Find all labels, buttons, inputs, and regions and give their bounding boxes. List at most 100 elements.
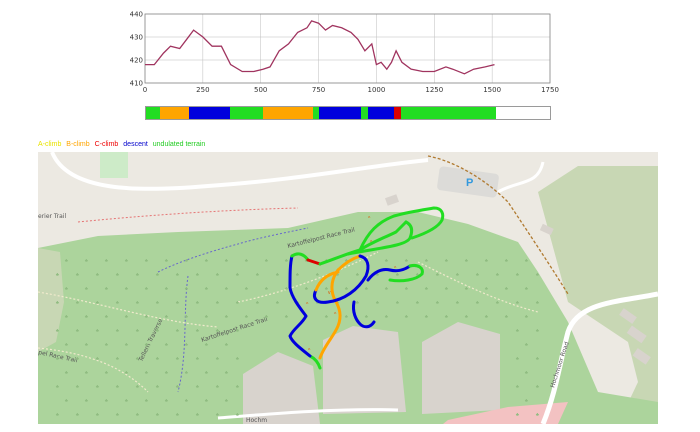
tree-symbol-53: ♣ [145,286,149,292]
tree-symbol-55: ♣ [185,286,189,292]
segment-8 [367,107,395,119]
tree-symbol-123: ♣ [76,328,80,334]
tree-symbol-93: ♣ [456,300,460,306]
tree-symbol-29: ♣ [156,272,160,278]
tree-symbol-182: ♣ [145,398,149,404]
tree-symbol-56: ♣ [205,286,209,292]
tree-symbol-92: ♣ [436,300,440,306]
route-blue-2 [313,254,370,304]
parking-label: P [466,177,473,189]
tree-symbol-104: ♣ [185,314,189,320]
tree-symbol-71: ♣ [505,286,509,292]
legend-descent: descent [123,141,148,148]
tree-symbol-129: ♣ [196,328,200,334]
tree-symbol-183: ♣ [165,398,169,404]
tree-symbol-106: ♣ [225,314,229,320]
tree-symbol-181: ♣ [125,398,129,404]
tree-symbol-66: ♣ [405,286,409,292]
tree-symbol-3: ♣ [125,258,129,264]
tree-symbol-91: ♣ [416,300,420,306]
tree-symbol-70: ♣ [485,286,489,292]
route-green-top [358,206,445,252]
tree-symbol-47: ♣ [516,272,520,278]
tree-symbol-45: ♣ [476,272,480,278]
tree-symbol-199: ♣ [536,412,540,418]
tree-symbol-33: ♣ [236,272,240,278]
tree-symbol-194: ♣ [176,412,180,418]
tree-symbol-163: ♣ [205,370,209,376]
tree-symbol-76: ♣ [116,300,120,306]
tree-symbol-132: ♣ [516,328,520,334]
tree-symbol-112: ♣ [345,314,349,320]
tree-symbol-39: ♣ [356,272,360,278]
tree-symbol-151: ♣ [196,356,200,362]
tree-symbol-131: ♣ [236,328,240,334]
chart-grid [144,13,551,84]
tree-symbol-142: ♣ [225,342,229,348]
tree-symbol-191: ♣ [116,412,120,418]
legend: A-climb B-climb C-climb descent undulate… [38,141,208,148]
building-block-2 [323,326,406,414]
route-green-1 [290,252,310,262]
tree-symbol-67: ♣ [425,286,429,292]
tree-symbol-95: ♣ [496,300,500,306]
building-right-1 [619,308,637,324]
tree-symbol-119: ♣ [485,314,489,320]
track-brown-dashed [427,155,569,295]
tree-symbol-98: ♣ [65,314,69,320]
tree-symbol-16: ♣ [385,258,389,264]
y-tick-label-3: 440 [130,11,143,19]
road-right-curve [497,161,545,194]
tree-symbol-168: ♣ [96,384,100,390]
tree-symbol-72: ♣ [525,286,529,292]
track-blue-dashed [157,227,309,273]
tree-symbol-177: ♣ [536,384,540,390]
tree-symbol-59: ♣ [265,286,269,292]
tree-symbol-198: ♣ [516,412,520,418]
park-patch [100,152,128,178]
tree-symbol-36: ♣ [296,272,300,278]
tree-symbol-128: ♣ [176,328,180,334]
tree-symbol-27: ♣ [116,272,120,278]
tree-symbol-20: ♣ [465,258,469,264]
tree-symbol-57: ♣ [225,286,229,292]
tree-symbol-125: ♣ [116,328,120,334]
tree-symbol-75: ♣ [96,300,100,306]
segment-9 [394,107,402,119]
tree-symbol-49: ♣ [65,286,69,292]
tree-symbol-12: ♣ [305,258,309,264]
tree-symbol-65: ♣ [385,286,389,292]
tree-symbol-9: ♣ [245,258,249,264]
tree-symbol-153: ♣ [236,356,240,362]
tree-symbol-137: ♣ [125,342,129,348]
chart-ticks: 0 250 500 750 1000 1250 1500 1750 410 420 430 440 [130,11,559,95]
tree-symbol-32: ♣ [216,272,220,278]
tree-symbol-24: ♣ [56,272,60,278]
tree-symbol-138: ♣ [145,342,149,348]
tree-symbol-179: ♣ [85,398,89,404]
tree-symbol-167: ♣ [76,384,80,390]
path-dotted-2 [38,347,149,393]
tree-symbol-73: ♣ [56,300,60,306]
track-blue-dashed-2 [177,275,189,393]
tree-symbol-172: ♣ [176,384,180,390]
x-tick-label-4: 1000 [368,86,386,94]
tree-symbol-54: ♣ [165,286,169,292]
tree-symbol-165: ♣ [525,370,529,376]
route-blue-3 [366,264,412,282]
tree-symbol-8: ♣ [225,258,229,264]
tree-symbol-174: ♣ [216,384,220,390]
tree-symbol-52: ♣ [125,286,129,292]
elevation-chart: 0 250 500 750 1000 1250 1500 1750 410 420 430 440 [130,11,559,95]
tree-symbol-118: ♣ [465,314,469,320]
segment-5 [313,107,320,119]
chart-lines [145,20,495,75]
map[interactable]: P erier Trail Kartoffelpost Race Trail K… [38,152,658,424]
x-tick-label-5: 1250 [425,86,443,94]
road-top [50,152,429,191]
tree-symbol-40: ♣ [376,272,380,278]
tree-symbol-121: ♣ [525,314,529,320]
legend-a-climb: A-climb [38,141,62,148]
path-dotted-4 [417,261,539,313]
tree-symbol-173: ♣ [196,384,200,390]
